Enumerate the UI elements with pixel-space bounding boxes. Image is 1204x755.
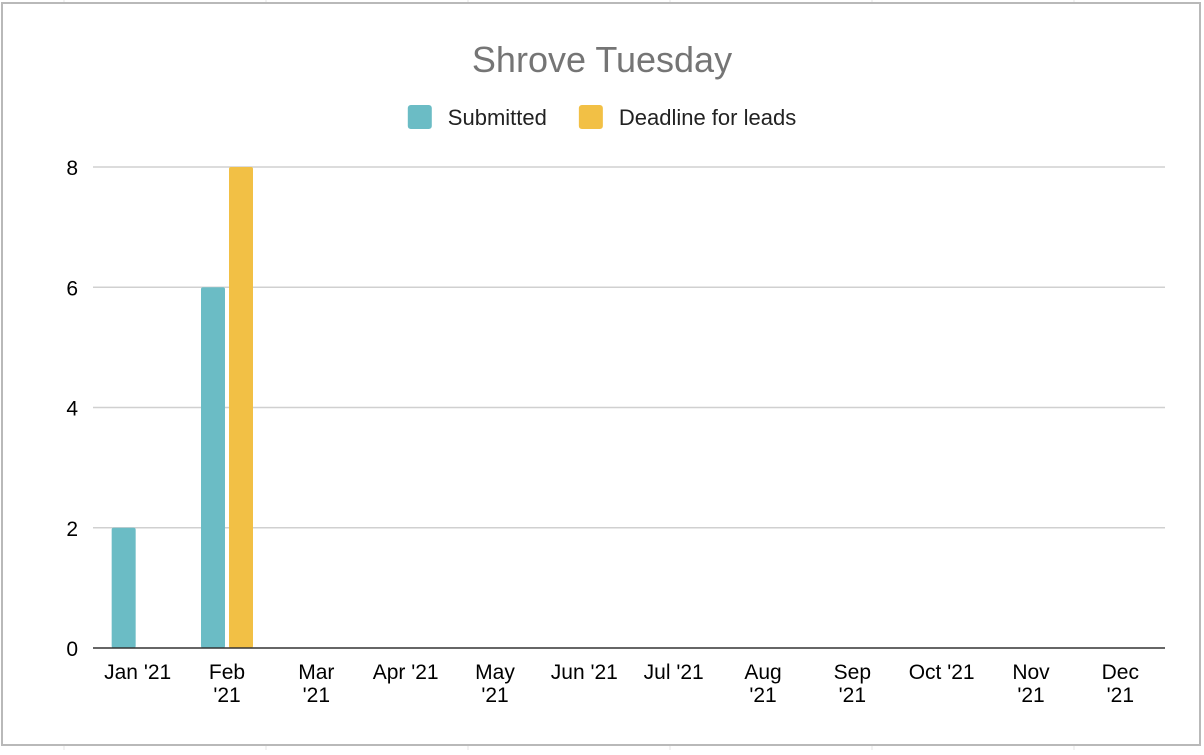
bars: [111, 167, 253, 648]
bar-deadline-for-leads[interactable]: [229, 167, 253, 648]
x-tick-label: Jun '21: [551, 661, 618, 684]
x-tick-label: Feb '21: [209, 661, 245, 707]
x-tick-label: Oct '21: [909, 661, 975, 684]
y-tick-label: 8: [66, 157, 78, 180]
x-tick-label: Jul '21: [644, 661, 704, 684]
bar-submitted[interactable]: [201, 287, 225, 648]
legend-swatch: [578, 105, 603, 129]
y-tick-label: 4: [66, 398, 78, 421]
x-tick-label: Apr '21: [373, 661, 439, 684]
x-tick-label: Sep '21: [834, 661, 871, 707]
legend-label: Submitted: [448, 105, 547, 130]
legend-label: Deadline for leads: [619, 105, 796, 130]
x-tick-label: Jan '21: [104, 661, 171, 684]
y-gridlines: [93, 166, 1165, 529]
x-tick-label: Mar '21: [298, 661, 334, 707]
chart-legend: Submitted Deadline for leads: [407, 105, 796, 130]
y-axis-ticks: 0 2 4 6 8: [66, 157, 78, 661]
y-tick-label: 0: [66, 638, 78, 661]
x-tick-label: Nov '21: [1012, 661, 1050, 707]
legend-swatch: [407, 105, 432, 129]
x-tick-label: Dec '21: [1102, 661, 1139, 707]
y-tick-label: 2: [66, 518, 78, 541]
y-tick-label: 6: [66, 277, 78, 300]
bar-submitted[interactable]: [111, 527, 136, 648]
x-axis-ticks: Jan '21 Feb '21 Mar '21 Apr '21 May '21 Jun '21 J…: [104, 661, 1139, 707]
legend-item[interactable]: Deadline for leads: [578, 105, 796, 130]
chart-title: Shrove Tuesday: [472, 39, 732, 80]
legend-item[interactable]: Submitted: [407, 105, 547, 130]
x-tick-label: Aug '21: [744, 661, 781, 707]
x-tick-label: May '21: [475, 661, 515, 707]
